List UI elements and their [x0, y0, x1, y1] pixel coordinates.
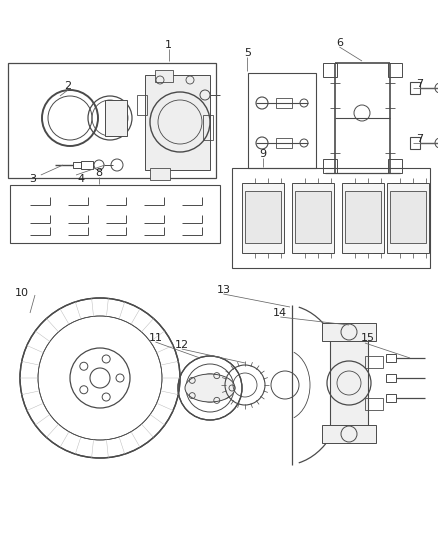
Bar [323, 159, 337, 173]
Bar [150, 168, 170, 180]
Bar [203, 115, 213, 140]
Text: 9: 9 [259, 149, 266, 159]
Bar [10, 185, 220, 243]
Bar [322, 323, 376, 341]
Text: 11: 11 [148, 333, 162, 343]
Bar [388, 63, 402, 77]
Bar [410, 137, 420, 149]
Bar [365, 356, 383, 368]
Bar [345, 191, 381, 243]
Text: 10: 10 [15, 288, 29, 298]
Bar [292, 183, 334, 253]
Text: 3: 3 [29, 174, 36, 184]
Text: 2: 2 [64, 81, 71, 91]
Text: 13: 13 [216, 285, 230, 295]
Bar [342, 183, 384, 253]
Bar [245, 191, 281, 243]
Bar [73, 162, 81, 168]
Bar [386, 354, 396, 362]
Text: 4: 4 [78, 174, 85, 184]
Bar [330, 328, 368, 438]
Bar [248, 73, 316, 168]
Text: 5: 5 [244, 48, 251, 58]
Bar [295, 191, 331, 243]
Bar [322, 425, 376, 443]
Bar [386, 374, 396, 382]
Bar [81, 161, 93, 169]
Bar [242, 183, 284, 253]
Text: 1: 1 [165, 40, 172, 50]
Bar [386, 394, 396, 402]
Bar [323, 63, 337, 77]
Bar [8, 63, 216, 178]
Bar [388, 159, 402, 173]
Text: 8: 8 [95, 168, 102, 178]
Ellipse shape [185, 374, 235, 402]
Text: 7: 7 [417, 79, 424, 89]
Bar [232, 168, 430, 268]
Bar [410, 82, 420, 94]
Bar [145, 75, 210, 170]
Bar [105, 100, 127, 136]
Text: 12: 12 [175, 340, 189, 350]
Text: 15: 15 [361, 333, 375, 343]
Bar [155, 70, 173, 82]
Text: 7: 7 [417, 134, 424, 144]
Text: 14: 14 [273, 308, 287, 318]
Bar [276, 98, 292, 108]
Bar [365, 398, 383, 410]
Bar [390, 191, 426, 243]
Bar [276, 138, 292, 148]
Text: 6: 6 [336, 38, 343, 48]
Bar [387, 183, 429, 253]
Bar [137, 95, 147, 115]
